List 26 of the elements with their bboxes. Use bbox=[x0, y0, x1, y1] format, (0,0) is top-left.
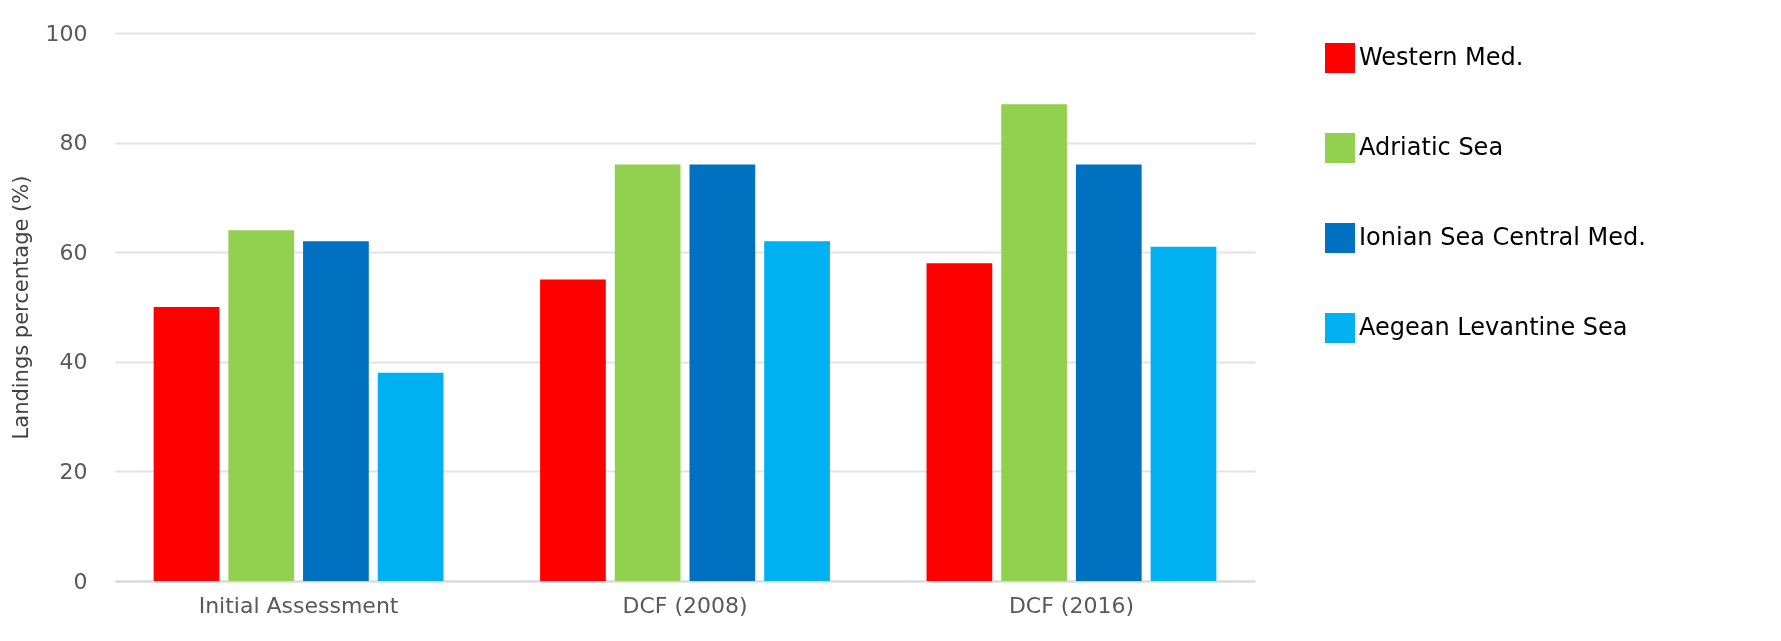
bar bbox=[540, 279, 606, 581]
bar bbox=[303, 241, 369, 581]
bar bbox=[689, 164, 756, 581]
y-tick-label: 60 bbox=[59, 239, 88, 265]
bar bbox=[1075, 164, 1142, 581]
bar bbox=[1150, 246, 1217, 581]
x-tick-label: DCF (2008) bbox=[622, 592, 748, 618]
bar bbox=[1001, 104, 1067, 581]
bar bbox=[614, 164, 681, 581]
bar bbox=[926, 263, 993, 581]
legend-label: Adriatic Sea bbox=[1359, 133, 1504, 161]
bar bbox=[153, 307, 220, 581]
y-axis-title: Landings percentage (%) bbox=[8, 175, 33, 440]
y-tick-label: 0 bbox=[73, 568, 88, 594]
y-tick-label: 100 bbox=[45, 20, 88, 46]
legend-label: Western Med. bbox=[1359, 43, 1524, 71]
bar bbox=[377, 372, 444, 581]
y-tick-label: 40 bbox=[59, 349, 88, 375]
y-tick-label: 80 bbox=[59, 130, 88, 156]
x-tick-label: Initial Assessment bbox=[198, 592, 399, 618]
y-tick-label: 20 bbox=[59, 458, 88, 484]
legend-label: Ionian Sea Central Med. bbox=[1359, 223, 1646, 251]
bar bbox=[764, 241, 830, 581]
legend-label: Aegean Levantine Sea bbox=[1359, 313, 1628, 341]
x-tick-label: DCF (2016) bbox=[1008, 592, 1134, 618]
bar bbox=[228, 230, 295, 581]
